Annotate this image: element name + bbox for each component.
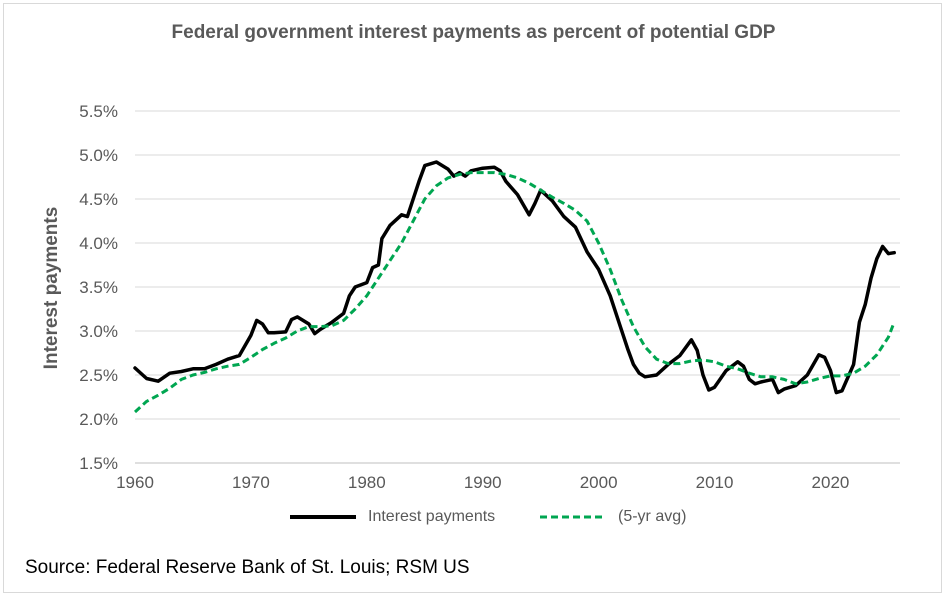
y-tick-label-8: 5.5% bbox=[79, 102, 118, 121]
y-tick-label-1: 2.0% bbox=[79, 410, 118, 429]
series-line-interest-payments bbox=[133, 160, 896, 395]
legend-item-5yr-avg: (5-yr avg) bbox=[540, 508, 686, 526]
legend-swatch-solid bbox=[290, 515, 356, 519]
x-tick-label-0: 1960 bbox=[116, 473, 154, 492]
y-tick-label-7: 5.0% bbox=[79, 146, 118, 165]
y-tick-label-0: 1.5% bbox=[79, 454, 118, 473]
y-tick-label-2: 2.5% bbox=[79, 366, 118, 385]
x-tick-label-1: 1970 bbox=[232, 473, 270, 492]
source-note: Source: Federal Reserve Bank of St. Loui… bbox=[25, 557, 470, 578]
x-tick-label-4: 2000 bbox=[580, 473, 618, 492]
legend: Interest payments (5-yr avg) bbox=[0, 508, 947, 530]
series-line-5yr-avg bbox=[133, 171, 896, 414]
legend-swatch-dashed bbox=[540, 515, 606, 519]
x-tick-label-6: 2020 bbox=[812, 473, 850, 492]
x-tick-label-2: 1980 bbox=[348, 473, 386, 492]
legend-label-interest-payments: Interest payments bbox=[368, 508, 496, 525]
y-tick-label-4: 3.5% bbox=[79, 278, 118, 297]
y-tick-label-5: 4.0% bbox=[79, 234, 118, 253]
y-tick-label-6: 4.5% bbox=[79, 190, 118, 209]
legend-item-interest-payments: Interest payments bbox=[290, 508, 495, 526]
chart-title: Federal government interest payments as … bbox=[171, 22, 776, 43]
y-tick-label-3: 3.0% bbox=[79, 322, 118, 341]
legend-label-5yr-avg: (5-yr avg) bbox=[618, 508, 687, 525]
chart-frame bbox=[3, 3, 942, 593]
x-tick-label-5: 2010 bbox=[696, 473, 734, 492]
x-tick-label-3: 1990 bbox=[464, 473, 502, 492]
